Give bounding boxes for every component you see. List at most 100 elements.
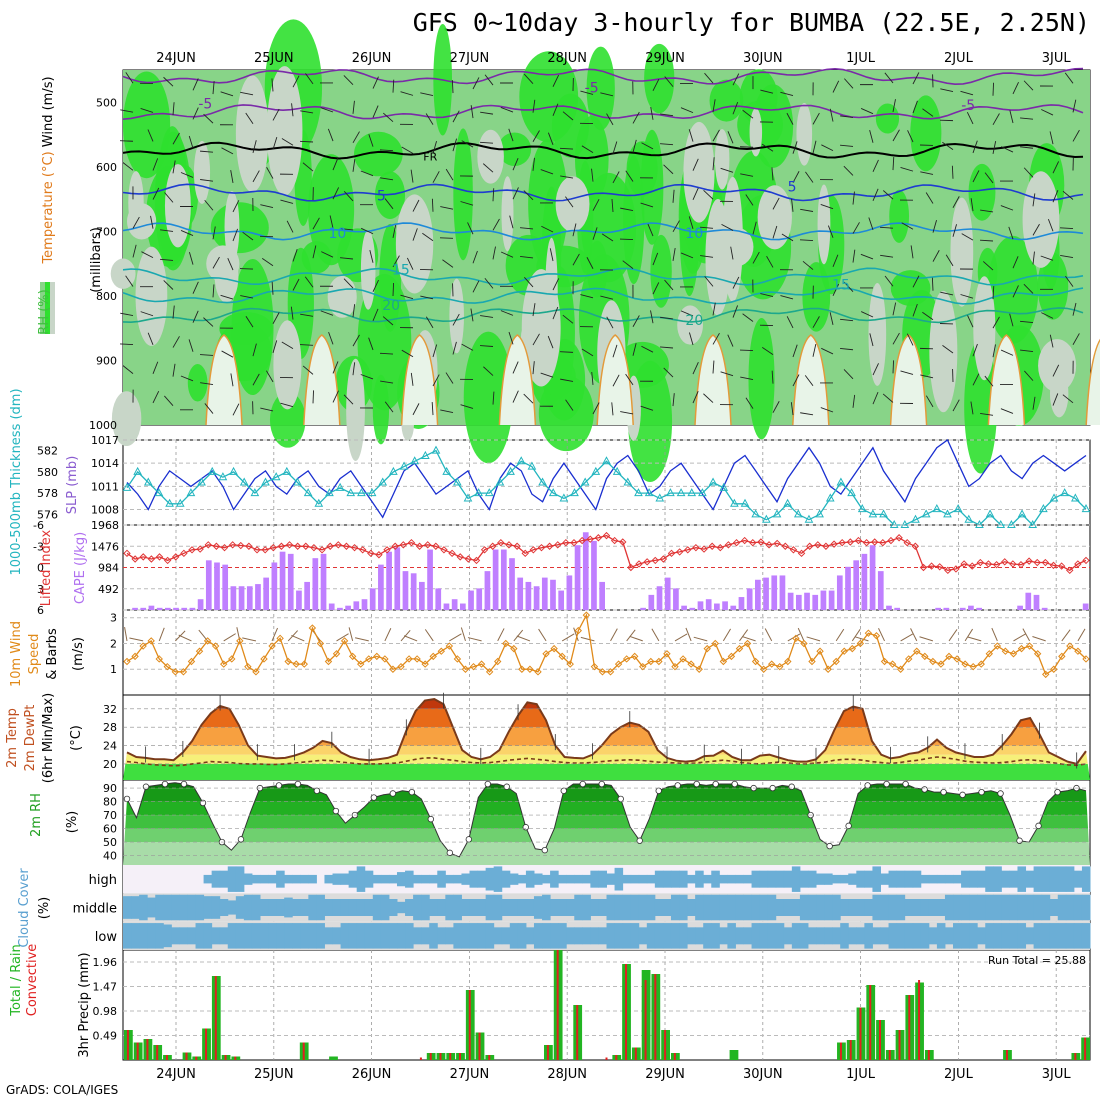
cape-bar bbox=[976, 607, 982, 610]
lifted-index-point bbox=[180, 549, 188, 558]
lifted-index-point bbox=[228, 541, 237, 549]
wind-barb bbox=[523, 73, 534, 84]
wind-speed-point bbox=[469, 662, 478, 671]
cloud-cell bbox=[259, 874, 269, 884]
thickness-point bbox=[921, 509, 931, 518]
wind-barb bbox=[200, 382, 214, 385]
wind-speed-point bbox=[969, 662, 977, 671]
lifted-index-point bbox=[960, 560, 968, 568]
cloud-cell bbox=[235, 896, 245, 919]
wind-barb bbox=[1072, 99, 1077, 113]
wind-barb bbox=[452, 313, 460, 326]
rh-dry-patch bbox=[1038, 339, 1077, 393]
lifted-index-point bbox=[172, 553, 180, 561]
precip-convective-bar bbox=[439, 1053, 442, 1060]
lifted-index-point bbox=[757, 538, 765, 546]
thickness-point bbox=[474, 488, 483, 497]
wind-speed-point bbox=[348, 652, 357, 661]
rh-tick-label: 70 bbox=[103, 809, 117, 822]
wind-barb bbox=[625, 170, 634, 182]
cloud-cell bbox=[630, 874, 640, 884]
cloud-cell bbox=[1041, 866, 1051, 892]
wind-barb bbox=[221, 147, 234, 155]
cloud-cell bbox=[1049, 866, 1059, 892]
slp-axis-label-part: SLP (mb) bbox=[65, 456, 80, 515]
lifted-index-point bbox=[237, 541, 245, 550]
rh-moist-patch bbox=[187, 364, 208, 402]
lifted-index-point bbox=[749, 539, 757, 547]
cloud-cell bbox=[759, 894, 769, 921]
cape-bar bbox=[771, 575, 778, 610]
cloud-cell bbox=[123, 896, 132, 919]
wind-barb bbox=[703, 393, 714, 403]
cape-bar bbox=[287, 553, 294, 610]
lifted-index-point bbox=[367, 549, 375, 558]
cloud-cell bbox=[147, 923, 156, 949]
wind-barb bbox=[1024, 370, 1034, 381]
cape-bar bbox=[173, 607, 179, 610]
cape-bar bbox=[689, 607, 696, 610]
rh-dry-patch bbox=[193, 140, 211, 204]
cloud-cell bbox=[284, 923, 293, 949]
wind-barb bbox=[721, 223, 734, 231]
cloud-cell bbox=[751, 870, 761, 888]
wind-speed-point bbox=[1082, 655, 1090, 663]
cape-bar bbox=[968, 605, 974, 610]
cape-bar bbox=[279, 551, 286, 610]
wind-barb bbox=[299, 140, 314, 143]
cloud-cell bbox=[630, 923, 640, 949]
day-label-top: 30JUN bbox=[743, 51, 783, 66]
cape-bar bbox=[132, 607, 138, 610]
pressure-axis-label-part: (millibars) bbox=[89, 227, 104, 293]
cape-bar bbox=[582, 532, 589, 610]
wind-speed-point bbox=[1025, 642, 1034, 650]
surface-wind-barb bbox=[497, 628, 505, 642]
thickness-point bbox=[964, 514, 974, 523]
cloud-cell bbox=[332, 927, 342, 945]
surface-wind-barb bbox=[124, 627, 128, 641]
wind-barb bbox=[712, 99, 716, 113]
wind-axis-label: 10m Wind bbox=[9, 621, 24, 687]
cloud-cell bbox=[429, 874, 438, 884]
wind-speed-point bbox=[663, 650, 671, 658]
cloud-cell bbox=[582, 894, 591, 921]
precip-convective-bar bbox=[908, 995, 911, 1060]
wind-barb bbox=[692, 187, 699, 200]
cape-bar bbox=[296, 590, 302, 610]
wind-barb bbox=[727, 334, 734, 347]
wind-barb bbox=[900, 370, 914, 375]
cloud-cell bbox=[775, 899, 785, 916]
cloud-cell bbox=[993, 866, 1002, 892]
cloud-cell bbox=[751, 923, 761, 949]
upper-wind-barbs bbox=[119, 72, 1080, 416]
wind-barb bbox=[512, 361, 519, 374]
cloud-cell bbox=[1033, 894, 1043, 921]
wind-barb bbox=[332, 390, 339, 403]
wind-speed-point bbox=[453, 655, 462, 663]
rh-point bbox=[142, 783, 150, 790]
contour-label: 15 bbox=[392, 263, 410, 279]
cloud-cell bbox=[259, 899, 269, 916]
contour-label: FR bbox=[423, 150, 437, 163]
lifted-index-point bbox=[350, 543, 359, 552]
wind-barb bbox=[560, 378, 574, 382]
wind-barb bbox=[650, 310, 654, 324]
thickness-tick-label: 580 bbox=[37, 466, 58, 479]
wind-barb bbox=[601, 233, 614, 242]
precip-convective-bar bbox=[673, 1053, 676, 1060]
lifted-index-point bbox=[326, 542, 334, 550]
wind-barb bbox=[188, 135, 194, 149]
precip-convective-bar bbox=[185, 1052, 188, 1060]
precip-convective-bar bbox=[488, 1055, 491, 1060]
lifted-index-point bbox=[521, 549, 529, 558]
wind-barb bbox=[1049, 334, 1054, 348]
temperature-contour-warm bbox=[205, 334, 243, 426]
lifted-index-point bbox=[936, 563, 944, 571]
cloud-cell bbox=[767, 894, 777, 921]
wind-barb bbox=[242, 231, 254, 241]
wind-barb bbox=[431, 198, 434, 212]
lifted-index-point bbox=[968, 562, 976, 570]
cloud-cell bbox=[284, 897, 293, 918]
wind-barb bbox=[612, 344, 618, 358]
temp-tick-label: 28 bbox=[103, 721, 117, 734]
